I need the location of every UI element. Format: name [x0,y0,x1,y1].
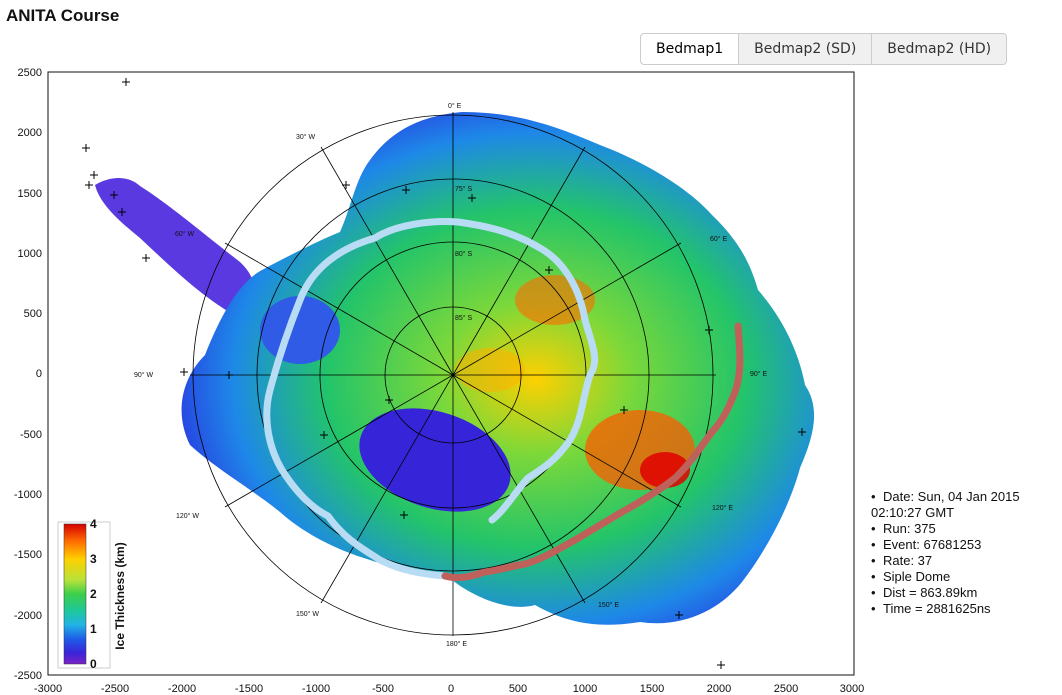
x-axis: -3000 -2500 -2000 -1500 -1000 -500 0 500… [34,683,864,695]
y-tick-label: -1000 [14,489,42,501]
lon-label-120w: 120° W [176,512,199,520]
y-tick-label: -500 [20,429,42,441]
lat-label-85s: 85° S [455,314,473,322]
info-dist: Dist = 863.89km [871,585,1020,601]
flight-path-recent [441,322,744,582]
lon-label-0e: 0° E [448,102,462,110]
x-tick-label: -500 [372,683,394,695]
tab-bedmap2-hd[interactable]: Bedmap2 (HD) [871,34,1006,64]
x-tick-label: 1000 [573,683,597,695]
info-time-ns: Time = 2881625ns [871,601,1020,617]
y-tick-label: 500 [24,308,42,320]
colorbar: 4 3 2 1 0 Ice Thickness (km) [57,517,127,671]
y-tick-label: 1000 [18,248,42,260]
event-info-panel: Date: Sun, 04 Jan 2015 02:10:27 GMT Run:… [871,489,1020,617]
page-title: ANITA Course [6,6,120,25]
y-tick-label: -2000 [14,610,42,622]
y-tick-label: 1500 [18,188,42,200]
flight-path-past [263,218,599,580]
thick-ice-area-south-pole [455,348,525,392]
colorbar-gradient [63,523,87,665]
y-tick-label: -1500 [14,549,42,561]
x-tick-label: -2500 [101,683,129,695]
antarctica-ice-thickness-map[interactable]: 0° E 30° W 60° W 90° W 120° W 150° W 180… [0,60,870,695]
map-source-tabs: Bedmap1 Bedmap2 (SD) Bedmap2 (HD) [640,33,1008,65]
y-tick-label: 2500 [18,67,42,79]
colorbar-tick-label: 1 [90,622,97,636]
ross-ice-shelf [359,408,511,512]
x-tick-label: -1500 [235,683,263,695]
colorbar-label: Ice Thickness (km) [113,542,127,649]
lon-label-60e: 60° E [710,235,728,243]
x-tick-label: 2000 [707,683,731,695]
lon-label-150e: 150° E [598,601,619,609]
tab-bedmap2-sd[interactable]: Bedmap2 (SD) [738,34,871,64]
lat-label-75s: 75° S [455,185,473,193]
lon-label-90e: 90° E [750,370,768,378]
info-date: Date: Sun, 04 Jan 2015 [871,489,1020,505]
info-run: Run: 375 [871,521,1020,537]
colorbar-tick-label: 4 [90,517,97,531]
x-tick-label: 2500 [774,683,798,695]
info-event: Event: 67681253 [871,537,1020,553]
info-location: Siple Dome [871,569,1020,585]
lon-label-180e: 180° E [446,640,467,648]
x-tick-label: 500 [509,683,527,695]
lon-label-60w: 60° W [175,230,195,238]
graticule-labels: 0° E 30° W 60° W 90° W 120° W 150° W 180… [134,102,768,648]
lon-label-120e: 120° E [712,504,733,512]
y-tick-label: 2000 [18,127,42,139]
colorbar-tick-label: 0 [90,657,97,671]
x-tick-label: -3000 [34,683,62,695]
station-markers [82,78,806,669]
x-tick-label: -2000 [168,683,196,695]
colorbar-tick-label: 2 [90,587,97,601]
y-tick-label: 0 [36,368,42,380]
x-tick-label: 1500 [640,683,664,695]
x-tick-label: 3000 [840,683,864,695]
info-rate: Rate: 37 [871,553,1020,569]
antarctic-peninsula [95,178,256,318]
lon-label-90w: 90° W [134,371,154,379]
info-time-gmt: 02:10:27 GMT [871,505,955,520]
polar-graticule [190,112,716,636]
y-axis: 2500 2000 1500 1000 500 0 -500 -1000 -15… [14,67,42,682]
x-tick-label: 0 [448,683,454,695]
tab-bedmap1[interactable]: Bedmap1 [641,34,739,64]
lon-label-30w: 30° W [296,133,316,141]
lat-label-80s: 80° S [455,250,473,258]
x-tick-label: -1000 [302,683,330,695]
y-tick-label: -2500 [14,670,42,682]
colorbar-tick-label: 3 [90,552,97,566]
lon-label-150w: 150° W [296,610,319,618]
